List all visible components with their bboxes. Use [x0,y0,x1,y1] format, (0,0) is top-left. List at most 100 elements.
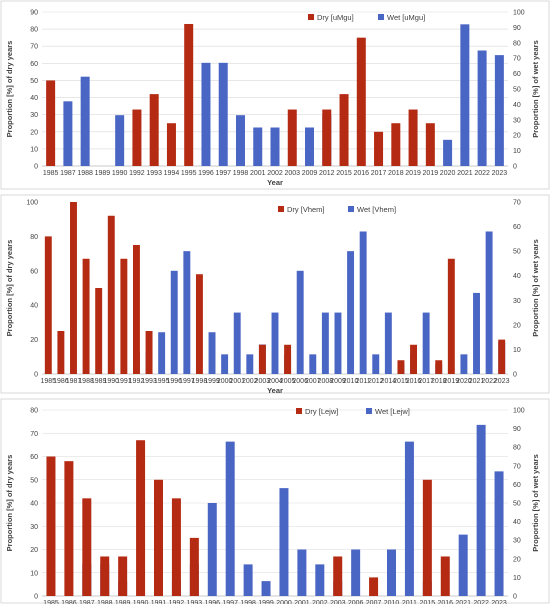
x-tick-label: 2019 [405,170,421,177]
dry-bar [356,37,366,166]
wet-bar [246,354,254,374]
y-left-tick-label: 70 [30,431,38,438]
legend-wet-swatch [348,206,354,212]
wet-bar [271,312,279,374]
chart-panel-umgu: 0 10 20 30 40 50 60 70 80 90 0 10 20 30 40 50 60 70 80 90 10… [0,0,550,190]
dry-bar [132,109,142,166]
y-right-axis-label: Proportion [%] of wet years [531,239,540,337]
x-tick-label: 2019 [423,170,439,177]
x-tick-label: 2020 [456,378,472,385]
dry-bar [410,344,418,374]
x-tick-label: 1988 [77,170,93,177]
x-tick-label: 2006 [348,600,364,604]
x-tick-label: 2016 [354,170,370,177]
wet-bar [494,471,504,596]
legend-dry-swatch [308,14,314,20]
chart-frame [0,194,550,394]
dry-bar [95,288,103,374]
x-tick-label: 1997 [179,378,195,385]
x-tick-label: 2008 [318,378,334,385]
legend-wet-label: Wet [uMgu] [387,13,425,22]
wet-bar [359,231,367,374]
x-tick-label: 2017 [418,378,434,385]
x-tick-label: 1998 [192,378,208,385]
y-left-tick-label: 30 [30,112,38,119]
chart-frame [0,398,550,604]
dry-bar [132,245,140,374]
y-left-tick-label: 60 [30,268,38,275]
dry-bar [435,360,443,374]
x-tick-label: 1993 [141,378,157,385]
y-right-tick-label: 20 [513,322,521,329]
dry-bar [118,556,128,596]
wet-bar [225,441,235,596]
chart-panel-vhem: 0204060801000102030405060701985198619871… [0,194,550,394]
x-tick-label: 2010 [343,378,359,385]
x-tick-label: 2000 [217,378,233,385]
dry-bar [189,537,199,596]
y-left-axis-label: Proportion [%] of dry years [5,240,14,337]
wet-bar [183,251,191,374]
y-left-tick-label: 80 [30,408,38,415]
x-tick-label: 1985 [43,170,59,177]
y-left-tick-label: 50 [30,477,38,484]
x-tick-label: 2007 [305,378,321,385]
y-left-tick-label: 70 [30,44,38,51]
wet-bar [218,62,228,166]
y-right-tick-label: 40 [513,519,521,526]
legend-dry-label: Dry [uMgu] [317,13,354,22]
y-right-tick-label: 50 [513,249,521,256]
x-tick-label: 1997 [222,600,238,604]
x-tick-label: 1996 [198,170,214,177]
x-tick-label: 2019 [444,378,460,385]
x-tick-label: 2006 [292,378,308,385]
dry-bar [322,109,332,166]
y-left-tick-label: 20 [30,547,38,554]
x-tick-label: 2011 [402,600,417,604]
wet-bar [279,488,289,596]
y-left-tick-label: 100 [26,200,38,207]
dry-bar [422,479,432,596]
wet-bar [296,270,304,374]
y-right-tick-label: 0 [513,594,517,601]
y-left-tick-label: 0 [34,164,38,171]
y-right-tick-label: 20 [513,133,521,140]
x-tick-label: 2001 [250,170,266,177]
x-tick-label: 2020 [440,170,456,177]
legend-dry-label: Dry [Vhem] [287,205,325,214]
wet-bar [201,62,211,166]
wet-bar [384,312,392,374]
dry-bar [57,331,65,374]
x-tick-label: 1987 [79,600,95,604]
wet-bar [387,549,396,596]
x-tick-label: 2022 [474,170,490,177]
y-left-tick-label: 50 [30,78,38,85]
dry-bar [397,360,405,374]
x-tick-label: 1987 [60,170,76,177]
y-left-tick-label: 40 [30,303,38,310]
y-left-tick-label: 40 [30,501,38,508]
x-tick-label: 2014 [381,378,397,385]
legend-wet-label: Wet [Vhem] [357,205,396,214]
x-axis-label: Year [267,386,283,394]
x-tick-label: 1990 [133,600,149,604]
wet-bar [334,312,342,374]
x-tick-label: 2015 [420,600,436,604]
chart-panel-lejw: 0 10 20 30 40 50 60 70 80 0 10 20 30 40 50 60 70 80 90 100 1… [0,398,550,604]
x-tick-label: 1989 [115,600,131,604]
x-tick-label: 2002 [267,170,283,177]
wet-bar [309,354,317,374]
dry-bar [46,80,56,166]
x-tick-label: 2021 [455,600,471,604]
wet-bar [221,354,229,374]
wet-bar [351,549,361,596]
y-right-tick-label: 10 [513,575,521,582]
dry-bar [64,461,74,596]
x-tick-label: 2012 [368,378,384,385]
dry-bar [70,202,77,374]
wet-bar [404,441,414,596]
legend-wet-label: Wet [Lejw] [375,407,410,416]
y-left-tick-label: 80 [30,234,38,241]
wet-bar [208,332,216,374]
